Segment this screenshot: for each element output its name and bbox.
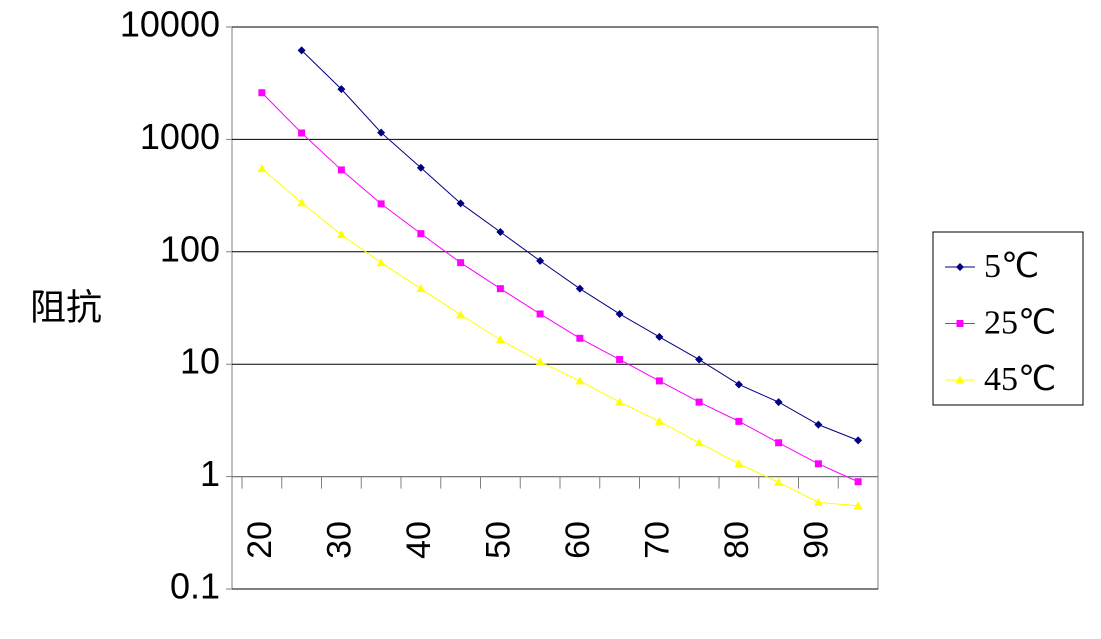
y-tick-label: 10000 [120,4,220,45]
series-line [261,168,859,507]
marker [417,230,425,238]
marker [956,320,964,327]
marker [735,417,743,425]
marker [814,420,823,429]
marker [457,259,465,267]
marker [496,285,504,293]
marker [655,377,663,385]
marker [575,284,584,293]
marker [257,164,267,173]
plot-frame [231,26,879,590]
marker [535,357,545,366]
marker [615,309,624,318]
marker [336,230,346,239]
marker [536,310,544,318]
marker [416,284,426,293]
marker [734,459,744,468]
marker [956,263,964,271]
marker [337,166,345,174]
y-tick-label: 1000 [140,116,220,157]
series [297,46,863,445]
marker [814,460,822,468]
series [257,164,863,510]
marker [774,398,783,407]
marker [853,501,863,510]
marker [298,129,306,137]
marker [955,375,965,384]
x-tick-label: 70 [638,521,676,559]
marker [774,477,784,486]
marker [376,258,386,267]
x-tick-label: 40 [400,521,438,559]
x-tick-label: 60 [559,521,597,559]
marker [654,416,664,425]
marker [695,398,703,406]
marker [377,200,385,208]
legend-label: 45℃ [984,361,1056,398]
marker [655,332,664,341]
y-tick-label: 0.1 [170,566,220,607]
marker [575,376,585,385]
marker [615,397,625,406]
marker [258,89,266,97]
marker [495,335,505,344]
x-tick-label: 20 [241,521,279,559]
marker [695,355,704,364]
y-tick-label: 100 [160,228,220,269]
y-axis-label: 阻抗 [30,287,102,328]
marker [536,256,545,265]
marker [496,228,505,237]
x-tick-label: 80 [718,521,756,559]
marker [297,46,306,55]
marker [576,334,584,342]
marker [456,199,465,208]
marker [297,198,307,207]
legend-label: 5℃ [984,248,1039,285]
marker [377,128,386,137]
legend [932,231,1084,406]
y-tick-label: 10 [180,341,220,382]
y-tick-label: 1 [200,453,220,494]
series-line [261,92,859,483]
marker [775,439,783,447]
legend-label: 25℃ [984,304,1056,341]
marker [616,356,624,364]
x-tick-label: 30 [320,521,358,559]
marker [854,436,863,445]
x-tick-label: 90 [797,521,835,559]
series [258,89,862,486]
marker [813,497,823,506]
marker [416,163,425,172]
marker [694,438,704,447]
marker [854,478,862,486]
marker [456,310,466,319]
marker [337,85,346,94]
x-tick-label: 50 [479,521,517,559]
marker [734,380,743,389]
